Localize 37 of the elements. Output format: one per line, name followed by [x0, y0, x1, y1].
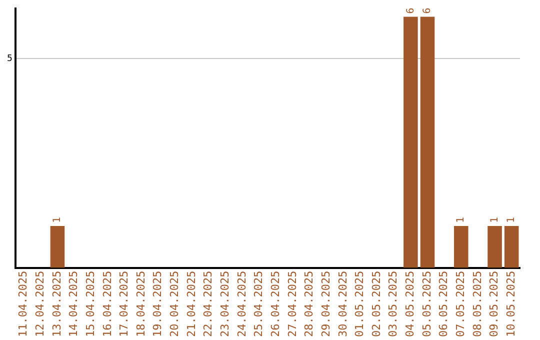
- x-tick-label: 14.04.2025: [67, 270, 80, 338]
- x-tick-label: 27.04.2025: [286, 270, 299, 338]
- x-tick-label: 17.04.2025: [118, 270, 131, 338]
- x-tick-label: 24.04.2025: [235, 270, 248, 338]
- x-tick-label: 07.05.2025: [454, 270, 467, 338]
- x-tick-label: 20.04.2025: [168, 270, 182, 338]
- x-tick-label: 12.04.2025: [34, 270, 47, 338]
- x-tick-label: 03.05.2025: [386, 270, 400, 338]
- x-tick-label: 30.04.2025: [336, 270, 350, 338]
- data-label: 1: [489, 216, 500, 223]
- data-label: 1: [52, 216, 64, 223]
- y-tick-label: 5: [6, 54, 12, 64]
- x-tick-label: 01.05.2025: [353, 270, 366, 338]
- x-tick-label: 29.04.2025: [319, 270, 332, 338]
- x-tick-label: 18.04.2025: [134, 270, 148, 338]
- x-tick-label: 02.05.2025: [370, 270, 383, 338]
- x-tick-label: 16.04.2025: [100, 270, 114, 338]
- x-tick-label: 08.05.2025: [470, 270, 484, 338]
- x-tick-label: 11.04.2025: [16, 270, 30, 338]
- x-tick-label: 25.04.2025: [252, 270, 266, 338]
- x-tick-label: 19.04.2025: [151, 270, 164, 338]
- data-label: 6: [422, 8, 434, 14]
- x-tick-label: 13.04.2025: [50, 270, 64, 338]
- x-tick-label: 28.04.2025: [302, 270, 316, 338]
- x-tick-label: 10.05.2025: [504, 270, 518, 338]
- x-tick-label: 26.04.2025: [268, 270, 282, 338]
- x-tick-label: 06.05.2025: [437, 270, 450, 338]
- x-tick-label: 04.05.2025: [404, 270, 417, 338]
- x-tick-label: 22.04.2025: [202, 270, 215, 338]
- data-label: 6: [405, 8, 416, 14]
- x-tick-label: 15.04.2025: [84, 270, 97, 338]
- x-tick-label: 05.05.2025: [420, 270, 434, 338]
- data-label: 1: [506, 216, 518, 223]
- x-tick-label: 09.05.2025: [488, 270, 501, 338]
- x-tick-label: 23.04.2025: [218, 270, 232, 338]
- data-label: 1: [456, 216, 467, 223]
- x-tick-label: 21.04.2025: [184, 270, 198, 338]
